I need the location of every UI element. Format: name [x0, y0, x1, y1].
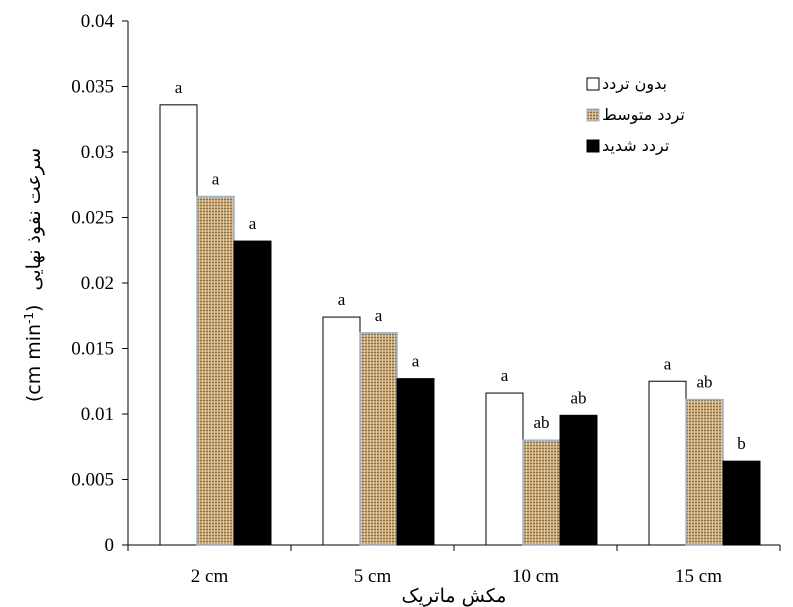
legend-label: تردد شدید — [602, 136, 669, 156]
legend: بدون تردد تردد متوسط تردد شدید — [586, 74, 685, 156]
legend-label: بدون تردد — [602, 74, 667, 94]
y-tick-label: 0.01 — [81, 404, 114, 425]
y-axis: 0 0.005 0.01 0.015 0.02 0.025 0.03 0.035 0.04 — [71, 11, 129, 556]
y-unit-close: ) — [23, 305, 45, 312]
x-tick-label: 15 cm — [675, 566, 722, 587]
x-axis-title: مکش ماتریک — [402, 585, 507, 607]
significance-letter: a — [501, 366, 509, 385]
significance-letter: a — [175, 78, 183, 97]
y-axis-unit: (cm min-1) — [22, 298, 45, 402]
y-axis-label: سرعت نفوذ نهایی — [23, 148, 45, 291]
y-tick-label: 0.03 — [81, 142, 114, 163]
y-tick-label: 0.04 — [81, 11, 115, 32]
y-unit-open: (cm min — [23, 324, 45, 402]
significance-letter: ab — [533, 413, 549, 432]
significance-letter: a — [375, 306, 383, 325]
legend-swatch-white — [586, 77, 600, 91]
significance-letter: a — [412, 352, 420, 371]
bar-white-3 — [648, 380, 687, 546]
bars — [159, 104, 761, 546]
y-axis-title: (cm min-1) سرعت نفوذ نهایی — [22, 148, 45, 402]
x-tick-label: 2 cm — [191, 566, 229, 587]
bar-burlap-1 — [359, 332, 398, 546]
bar-burlap-0 — [196, 195, 235, 546]
y-tick-label: 0.02 — [81, 273, 114, 294]
bar-white-0 — [159, 104, 198, 546]
significance-letter: ab — [696, 373, 712, 392]
significance-letter: a — [212, 170, 220, 189]
significance-letter: a — [664, 354, 672, 373]
bar-black-1 — [396, 378, 435, 546]
significance-letter: ab — [570, 388, 586, 407]
bar-burlap-3 — [685, 398, 724, 546]
x-tick-label: 10 cm — [512, 566, 559, 587]
legend-swatch-black — [586, 139, 600, 153]
bar-black-0 — [233, 240, 272, 546]
y-tick-label: 0 — [105, 535, 115, 556]
x-tick-label: 5 cm — [354, 566, 392, 587]
bar-white-2 — [485, 392, 524, 546]
bar-black-2 — [559, 414, 598, 546]
bar-black-3 — [722, 460, 761, 546]
y-tick-label: 0.035 — [71, 77, 114, 98]
y-unit-sup: -1 — [22, 312, 36, 324]
legend-label: تردد متوسط — [602, 105, 685, 125]
y-tick-label: 0.025 — [71, 208, 114, 229]
y-tick-label: 0.015 — [71, 339, 114, 360]
significance-letter: b — [737, 434, 746, 453]
y-tick-label: 0.005 — [71, 470, 114, 491]
x-axis: 2 cm 5 cm 10 cm 15 cm — [127, 544, 781, 587]
significance-letter: a — [249, 214, 257, 233]
legend-swatch-burlap — [586, 108, 600, 122]
bar-burlap-2 — [522, 439, 561, 546]
significance-letter: a — [338, 290, 346, 309]
significance-labels: a a a a a a a ab ab a ab b — [175, 78, 746, 453]
bar-white-1 — [322, 316, 361, 546]
